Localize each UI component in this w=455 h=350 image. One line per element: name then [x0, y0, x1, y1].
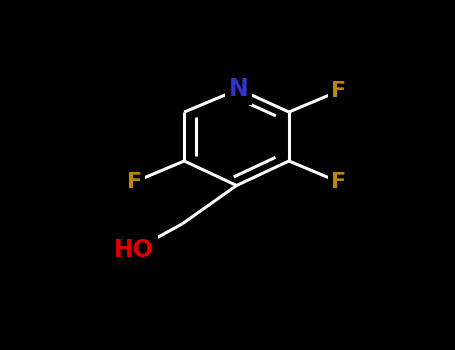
Text: F: F: [331, 81, 347, 101]
Text: HO: HO: [114, 238, 154, 262]
Text: F: F: [126, 172, 142, 192]
Text: N: N: [229, 77, 249, 101]
Text: F: F: [331, 172, 347, 192]
